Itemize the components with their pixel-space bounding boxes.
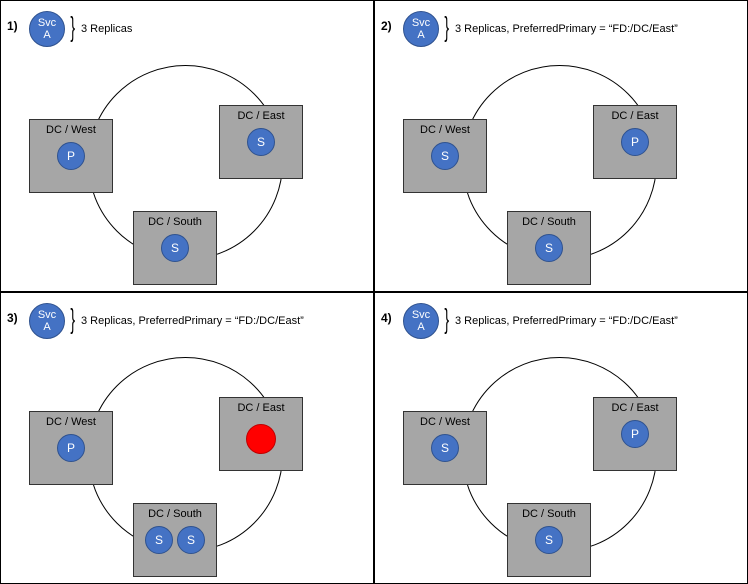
dc-label: DC / East [220,110,302,122]
replica-row: S S [134,520,216,554]
fault-icon [246,424,276,454]
replica-secondary: S [535,234,563,262]
dc-east: DC / East P [593,397,677,471]
service-node: SvcA [29,303,65,339]
brace-icon: } [444,303,449,335]
config-text: 3 Replicas, PreferredPrimary = “FD:/DC/E… [455,23,678,35]
panel-number: 4) [381,311,392,325]
replica-row [220,414,302,454]
dc-west: DC / West P [29,119,113,193]
replica-row: P [30,136,112,170]
replica-primary: P [57,434,85,462]
service-label: SvcA [38,17,56,41]
replica-secondary: S [535,526,563,554]
dc-east: DC / East S [219,105,303,179]
brace-icon: } [70,303,75,335]
dc-east: DC / East P [593,105,677,179]
dc-label: DC / West [404,416,486,428]
replica-row: S [508,228,590,262]
service-node: SvcA [29,11,65,47]
dc-south: DC / South S [507,211,591,285]
replica-row: P [30,428,112,462]
dc-label: DC / South [508,216,590,228]
dc-label: DC / West [30,416,112,428]
diagram-grid: 1) SvcA } 3 Replicas DC / West P DC / Ea… [0,0,748,584]
replica-row: S [134,228,216,262]
replica-secondary: S [431,142,459,170]
replica-row: P [594,414,676,448]
service-label: SvcA [38,309,56,333]
replica-secondary: S [161,234,189,262]
dc-label: DC / West [404,124,486,136]
dc-label: DC / South [134,508,216,520]
panel-number: 2) [381,19,392,33]
service-label: SvcA [412,17,430,41]
replica-primary: P [621,420,649,448]
dc-west: DC / West S [403,119,487,193]
dc-label: DC / West [30,124,112,136]
service-label: SvcA [412,309,430,333]
service-node: SvcA [403,11,439,47]
brace-icon: } [70,11,75,43]
config-text: 3 Replicas, PreferredPrimary = “FD:/DC/E… [455,315,678,327]
dc-label: DC / East [220,402,302,414]
panel-2: 2) SvcA } 3 Replicas, PreferredPrimary =… [374,0,748,292]
panel-number: 3) [7,311,18,325]
dc-label: DC / South [134,216,216,228]
dc-label: DC / East [594,110,676,122]
dc-west: DC / West P [29,411,113,485]
service-node: SvcA [403,303,439,339]
dc-south: DC / South S [507,503,591,577]
replica-row: P [594,122,676,156]
dc-south: DC / South S [133,211,217,285]
brace-icon: } [444,11,449,43]
replica-row: S [404,428,486,462]
config-text: 3 Replicas [81,23,132,35]
replica-secondary: S [177,526,205,554]
replica-row: S [220,122,302,156]
replica-row: S [404,136,486,170]
dc-label: DC / East [594,402,676,414]
panel-4: 4) SvcA } 3 Replicas, PreferredPrimary =… [374,292,748,584]
dc-south: DC / South S S [133,503,217,577]
replica-secondary: S [247,128,275,156]
dc-label: DC / South [508,508,590,520]
panel-number: 1) [7,19,18,33]
replica-row: S [508,520,590,554]
replica-secondary: S [431,434,459,462]
replica-primary: P [57,142,85,170]
dc-east-fault: DC / East [219,397,303,471]
panel-3: 3) SvcA } 3 Replicas, PreferredPrimary =… [0,292,374,584]
replica-primary: P [621,128,649,156]
config-text: 3 Replicas, PreferredPrimary = “FD:/DC/E… [81,315,304,327]
panel-1: 1) SvcA } 3 Replicas DC / West P DC / Ea… [0,0,374,292]
replica-secondary: S [145,526,173,554]
dc-west: DC / West S [403,411,487,485]
